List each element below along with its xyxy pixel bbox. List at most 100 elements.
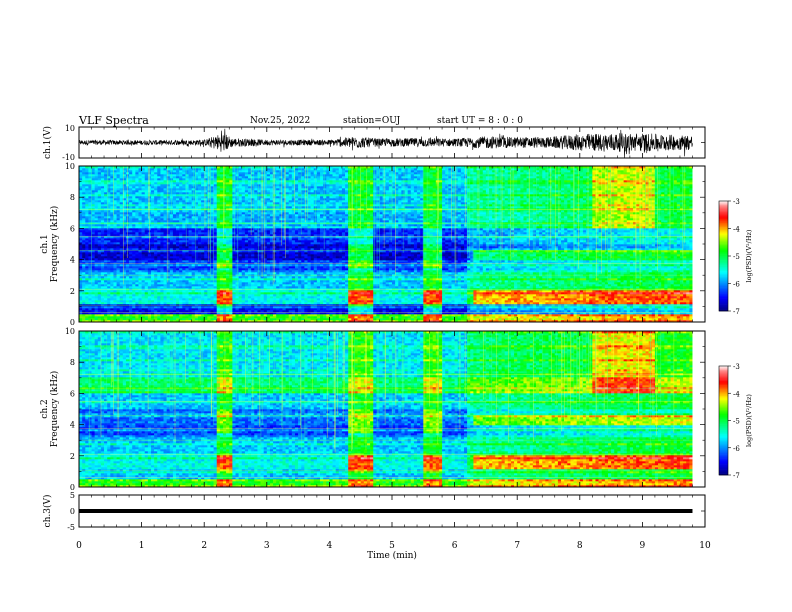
- spec-cell: [210, 314, 213, 316]
- spec-cell: [608, 280, 611, 282]
- spec-cell: [686, 300, 689, 302]
- spec-cell: [270, 310, 273, 312]
- spec-cell: [383, 282, 386, 284]
- spec-cell: [189, 284, 192, 286]
- spec-cell: [110, 286, 113, 288]
- spec-cell: [523, 318, 526, 320]
- spec-cell: [273, 286, 276, 288]
- spec-cell: [414, 314, 417, 316]
- spec-cell: [436, 290, 439, 292]
- spec-cell: [110, 318, 113, 320]
- spec-cell: [154, 290, 157, 292]
- spec-cell: [123, 276, 126, 278]
- spec-cell: [361, 312, 364, 314]
- spec-cell: [492, 296, 495, 298]
- spec-cell: [667, 306, 670, 308]
- spec-cell: [154, 304, 157, 306]
- spec-cell: [652, 282, 655, 284]
- spec-cell: [189, 286, 192, 288]
- spec-cell: [339, 294, 342, 296]
- spec-cell: [336, 284, 339, 286]
- spec-cell: [129, 316, 132, 318]
- spec-cell: [148, 308, 151, 310]
- spec-cell: [333, 316, 336, 318]
- spec-cell: [333, 310, 336, 312]
- spec-cell: [301, 316, 304, 318]
- spec-cell: [652, 296, 655, 298]
- spec-cell: [104, 292, 107, 294]
- spec-cell: [611, 290, 614, 292]
- spec-cell: [242, 282, 245, 284]
- spec-cell: [292, 276, 295, 278]
- spec-cell: [636, 308, 639, 310]
- spec-cell: [564, 278, 567, 280]
- spec-cell: [423, 318, 426, 320]
- spec-cell: [201, 310, 204, 312]
- spec-cell: [214, 294, 217, 296]
- spec-cell: [508, 308, 511, 310]
- spec-cell: [405, 318, 408, 320]
- spec-cell: [117, 314, 120, 316]
- spec-cell: [179, 308, 182, 310]
- spec-cell: [405, 278, 408, 280]
- spec-cell: [307, 302, 310, 304]
- spec-cell: [683, 282, 686, 284]
- spec-cell: [671, 282, 674, 284]
- spec-cell: [142, 304, 145, 306]
- spec-cell: [408, 278, 411, 280]
- spec-cell: [135, 294, 138, 296]
- spec-cell: [502, 294, 505, 296]
- spec-cell: [336, 280, 339, 282]
- spec-cell: [170, 286, 173, 288]
- spec-cell: [514, 296, 517, 298]
- spec-cell: [536, 310, 539, 312]
- spec-cell: [599, 280, 602, 282]
- spec-cell: [379, 304, 382, 306]
- spec-cell: [379, 280, 382, 282]
- spec-cell: [492, 280, 495, 282]
- spec-cell: [195, 292, 198, 294]
- spec-cell: [239, 280, 242, 282]
- spec-cell: [558, 306, 561, 308]
- spec-cell: [661, 318, 664, 320]
- spec-cell: [527, 314, 530, 316]
- spec-cell: [486, 302, 489, 304]
- spec-cell: [117, 306, 120, 308]
- spec-cell: [117, 302, 120, 304]
- spec-cell: [148, 272, 151, 274]
- spec-cell: [461, 298, 464, 300]
- spec-cell: [570, 298, 573, 300]
- spec-cell: [298, 306, 301, 308]
- spec-cell: [605, 302, 608, 304]
- spec-cell: [167, 314, 170, 316]
- spec-cell: [370, 312, 373, 314]
- spec-cell: [555, 272, 558, 274]
- spec-cell: [117, 292, 120, 294]
- spec-cell: [661, 310, 664, 312]
- spec-cell: [88, 292, 91, 294]
- spec-cell: [104, 284, 107, 286]
- spec-cell: [326, 300, 329, 302]
- spec-cell: [686, 276, 689, 278]
- spec-cell: [232, 300, 235, 302]
- spec-cell: [142, 294, 145, 296]
- spec-cell: [132, 272, 135, 274]
- spec-cell: [367, 304, 370, 306]
- spec-cell: [358, 314, 361, 316]
- spec-cell: [627, 312, 630, 314]
- spec-cell: [154, 314, 157, 316]
- spec-cell: [254, 272, 257, 274]
- spec-cell: [264, 290, 267, 292]
- spec-cell: [389, 314, 392, 316]
- spec-cell: [605, 298, 608, 300]
- spec-cell: [489, 300, 492, 302]
- spec-cell: [298, 300, 301, 302]
- spec-cell: [286, 310, 289, 312]
- spec-cell: [445, 300, 448, 302]
- spec-cell: [101, 284, 104, 286]
- spec-cell: [192, 304, 195, 306]
- spec-cell: [426, 302, 429, 304]
- spec-cell: [295, 314, 298, 316]
- spec-cell: [195, 306, 198, 308]
- spec-cell: [636, 306, 639, 308]
